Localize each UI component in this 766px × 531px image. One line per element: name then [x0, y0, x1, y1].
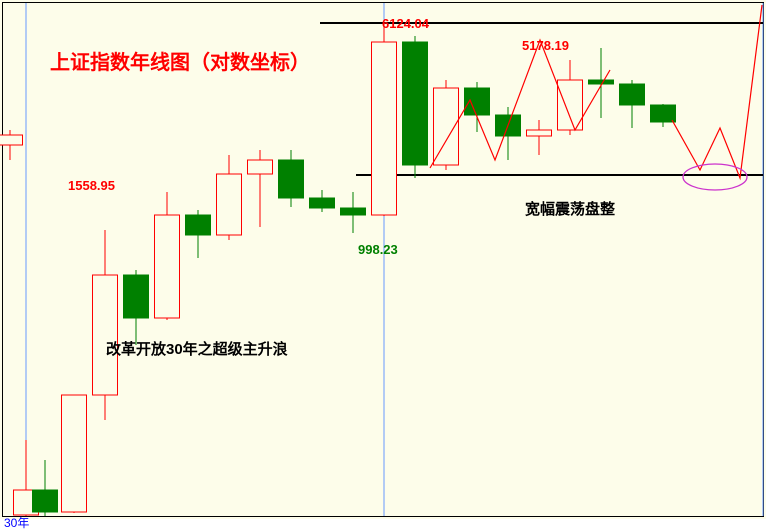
label-998: 998.23 [358, 242, 398, 257]
label-phase2: 宽幅震荡盘整 [525, 198, 615, 219]
label-phase1: 改革开放30年之超级主升浪 [106, 338, 288, 359]
x-axis-label: 30年 [4, 514, 29, 531]
label-1558: 1558.95 [68, 178, 115, 193]
candlestick-chart [0, 0, 766, 519]
label-5178: 5178.19 [522, 38, 569, 53]
label-6124: 6124.04 [382, 16, 429, 31]
chart-title: 上证指数年线图（对数坐标） [50, 46, 310, 75]
